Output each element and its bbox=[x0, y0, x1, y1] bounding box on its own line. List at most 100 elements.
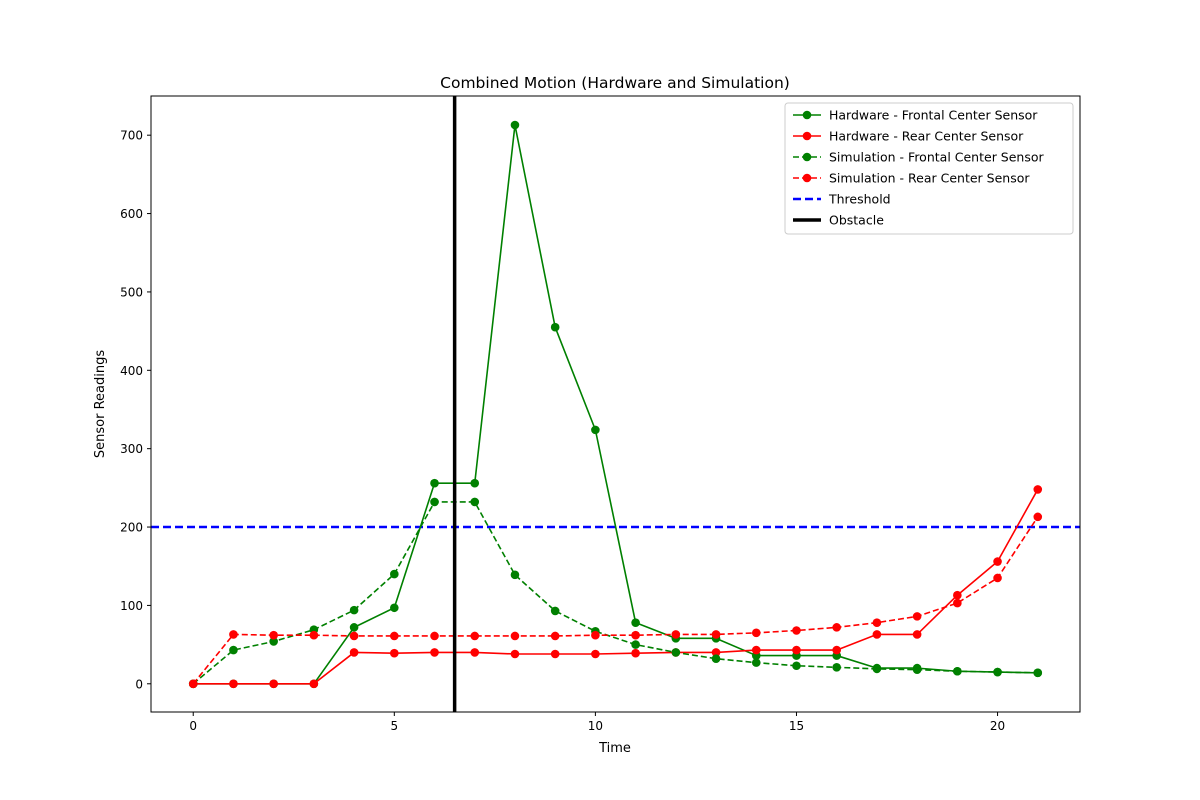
data-point bbox=[832, 663, 841, 672]
data-point bbox=[792, 645, 801, 655]
y-axis: 0 100 200 300 400 500 600 700 bbox=[120, 129, 151, 691]
y-tick-label: 600 bbox=[120, 207, 143, 221]
data-point bbox=[751, 645, 761, 655]
data-point bbox=[832, 645, 841, 655]
data-point bbox=[1033, 668, 1043, 678]
y-tick-label: 500 bbox=[120, 285, 143, 299]
legend-label: Obstacle bbox=[829, 213, 884, 228]
y-tick-label: 300 bbox=[120, 442, 143, 456]
data-point bbox=[953, 598, 962, 608]
data-point bbox=[390, 569, 399, 579]
data-point bbox=[229, 645, 238, 655]
data-point bbox=[1033, 512, 1043, 522]
data-point bbox=[430, 648, 439, 657]
data-point bbox=[390, 631, 399, 641]
data-point bbox=[953, 666, 962, 676]
legend-label: Hardware - Frontal Center Sensor bbox=[829, 108, 1038, 123]
legend-marker bbox=[802, 110, 812, 120]
data-point bbox=[792, 661, 801, 671]
data-point bbox=[711, 654, 721, 664]
series-line bbox=[192, 501, 1038, 685]
data-point bbox=[269, 630, 278, 640]
data-point bbox=[993, 557, 1002, 566]
data-point bbox=[872, 630, 882, 639]
data-point bbox=[591, 630, 600, 640]
data-point bbox=[470, 648, 480, 657]
data-point bbox=[309, 630, 319, 640]
x-tick-label: 15 bbox=[789, 719, 804, 733]
data-point bbox=[993, 667, 1002, 677]
data-point bbox=[631, 648, 640, 658]
x-tick-label: 20 bbox=[990, 719, 1005, 733]
data-point bbox=[349, 605, 359, 615]
series-line bbox=[193, 124, 1038, 685]
legend-entry: Simulation - Rear Center Sensor bbox=[793, 171, 1030, 186]
data-point bbox=[390, 648, 399, 658]
data-point bbox=[269, 637, 278, 646]
legend-entry: Hardware - Rear Center Sensor bbox=[793, 129, 1024, 144]
data-point bbox=[1033, 485, 1043, 494]
data-point bbox=[711, 630, 721, 639]
x-axis-label: Time bbox=[598, 741, 631, 756]
x-tick-label: 5 bbox=[390, 719, 398, 733]
series-line bbox=[193, 489, 1039, 685]
data-point bbox=[550, 606, 560, 616]
data-point bbox=[912, 630, 922, 639]
data-point bbox=[349, 631, 359, 641]
y-tick-label: 200 bbox=[120, 521, 143, 535]
data-point bbox=[430, 631, 439, 641]
data-point bbox=[550, 631, 560, 641]
legend-marker bbox=[802, 173, 812, 183]
data-point bbox=[631, 640, 640, 649]
data-point bbox=[269, 679, 278, 689]
data-point bbox=[751, 628, 761, 638]
data-point bbox=[631, 618, 640, 627]
series-2 bbox=[188, 485, 1043, 689]
legend-box bbox=[784, 102, 1074, 235]
data-point bbox=[832, 623, 841, 632]
legend-label: Threshold bbox=[828, 192, 891, 207]
data-point bbox=[229, 679, 238, 689]
data-point bbox=[510, 631, 520, 641]
legend-label: Simulation - Rear Center Sensor bbox=[829, 171, 1030, 186]
data-point bbox=[912, 665, 922, 674]
data-point bbox=[470, 478, 480, 488]
data-point bbox=[671, 630, 681, 639]
legend: Hardware - Frontal Center Sensor Hardware… bbox=[784, 102, 1074, 235]
y-tick-label: 700 bbox=[120, 129, 143, 143]
data-point bbox=[711, 648, 721, 657]
data-point bbox=[349, 648, 359, 657]
data-point bbox=[510, 120, 520, 130]
data-point bbox=[430, 497, 439, 507]
data-point bbox=[591, 425, 600, 435]
data-point bbox=[390, 603, 399, 613]
series-4 bbox=[188, 512, 1043, 689]
data-point bbox=[470, 631, 480, 641]
data-point bbox=[550, 322, 560, 332]
chart-title: Combined Motion (Hardware and Simulation… bbox=[440, 74, 790, 92]
data-point bbox=[430, 478, 439, 488]
x-tick-label: 0 bbox=[189, 719, 197, 733]
y-tick-label: 100 bbox=[120, 599, 143, 613]
plot-area bbox=[151, 96, 1080, 712]
data-point bbox=[872, 618, 882, 627]
data-point bbox=[912, 612, 922, 621]
data-point bbox=[631, 630, 640, 640]
y-tick-label: 0 bbox=[135, 677, 143, 691]
data-point bbox=[671, 648, 681, 657]
data-point bbox=[792, 626, 801, 635]
data-point bbox=[229, 630, 238, 639]
data-point bbox=[470, 497, 480, 507]
data-point bbox=[751, 658, 761, 667]
data-point bbox=[550, 649, 560, 659]
plot-frame bbox=[150, 95, 1081, 713]
x-axis: 0 5 10 15 20 bbox=[189, 712, 1005, 733]
legend-entry: Hardware - Frontal Center Sensor bbox=[793, 108, 1038, 123]
legend-entry: Threshold bbox=[793, 192, 891, 207]
data-point bbox=[993, 573, 1002, 583]
y-axis-label: Sensor Readings bbox=[93, 350, 108, 458]
legend-marker bbox=[802, 131, 812, 141]
data-point bbox=[872, 664, 882, 674]
data-point bbox=[591, 649, 600, 659]
